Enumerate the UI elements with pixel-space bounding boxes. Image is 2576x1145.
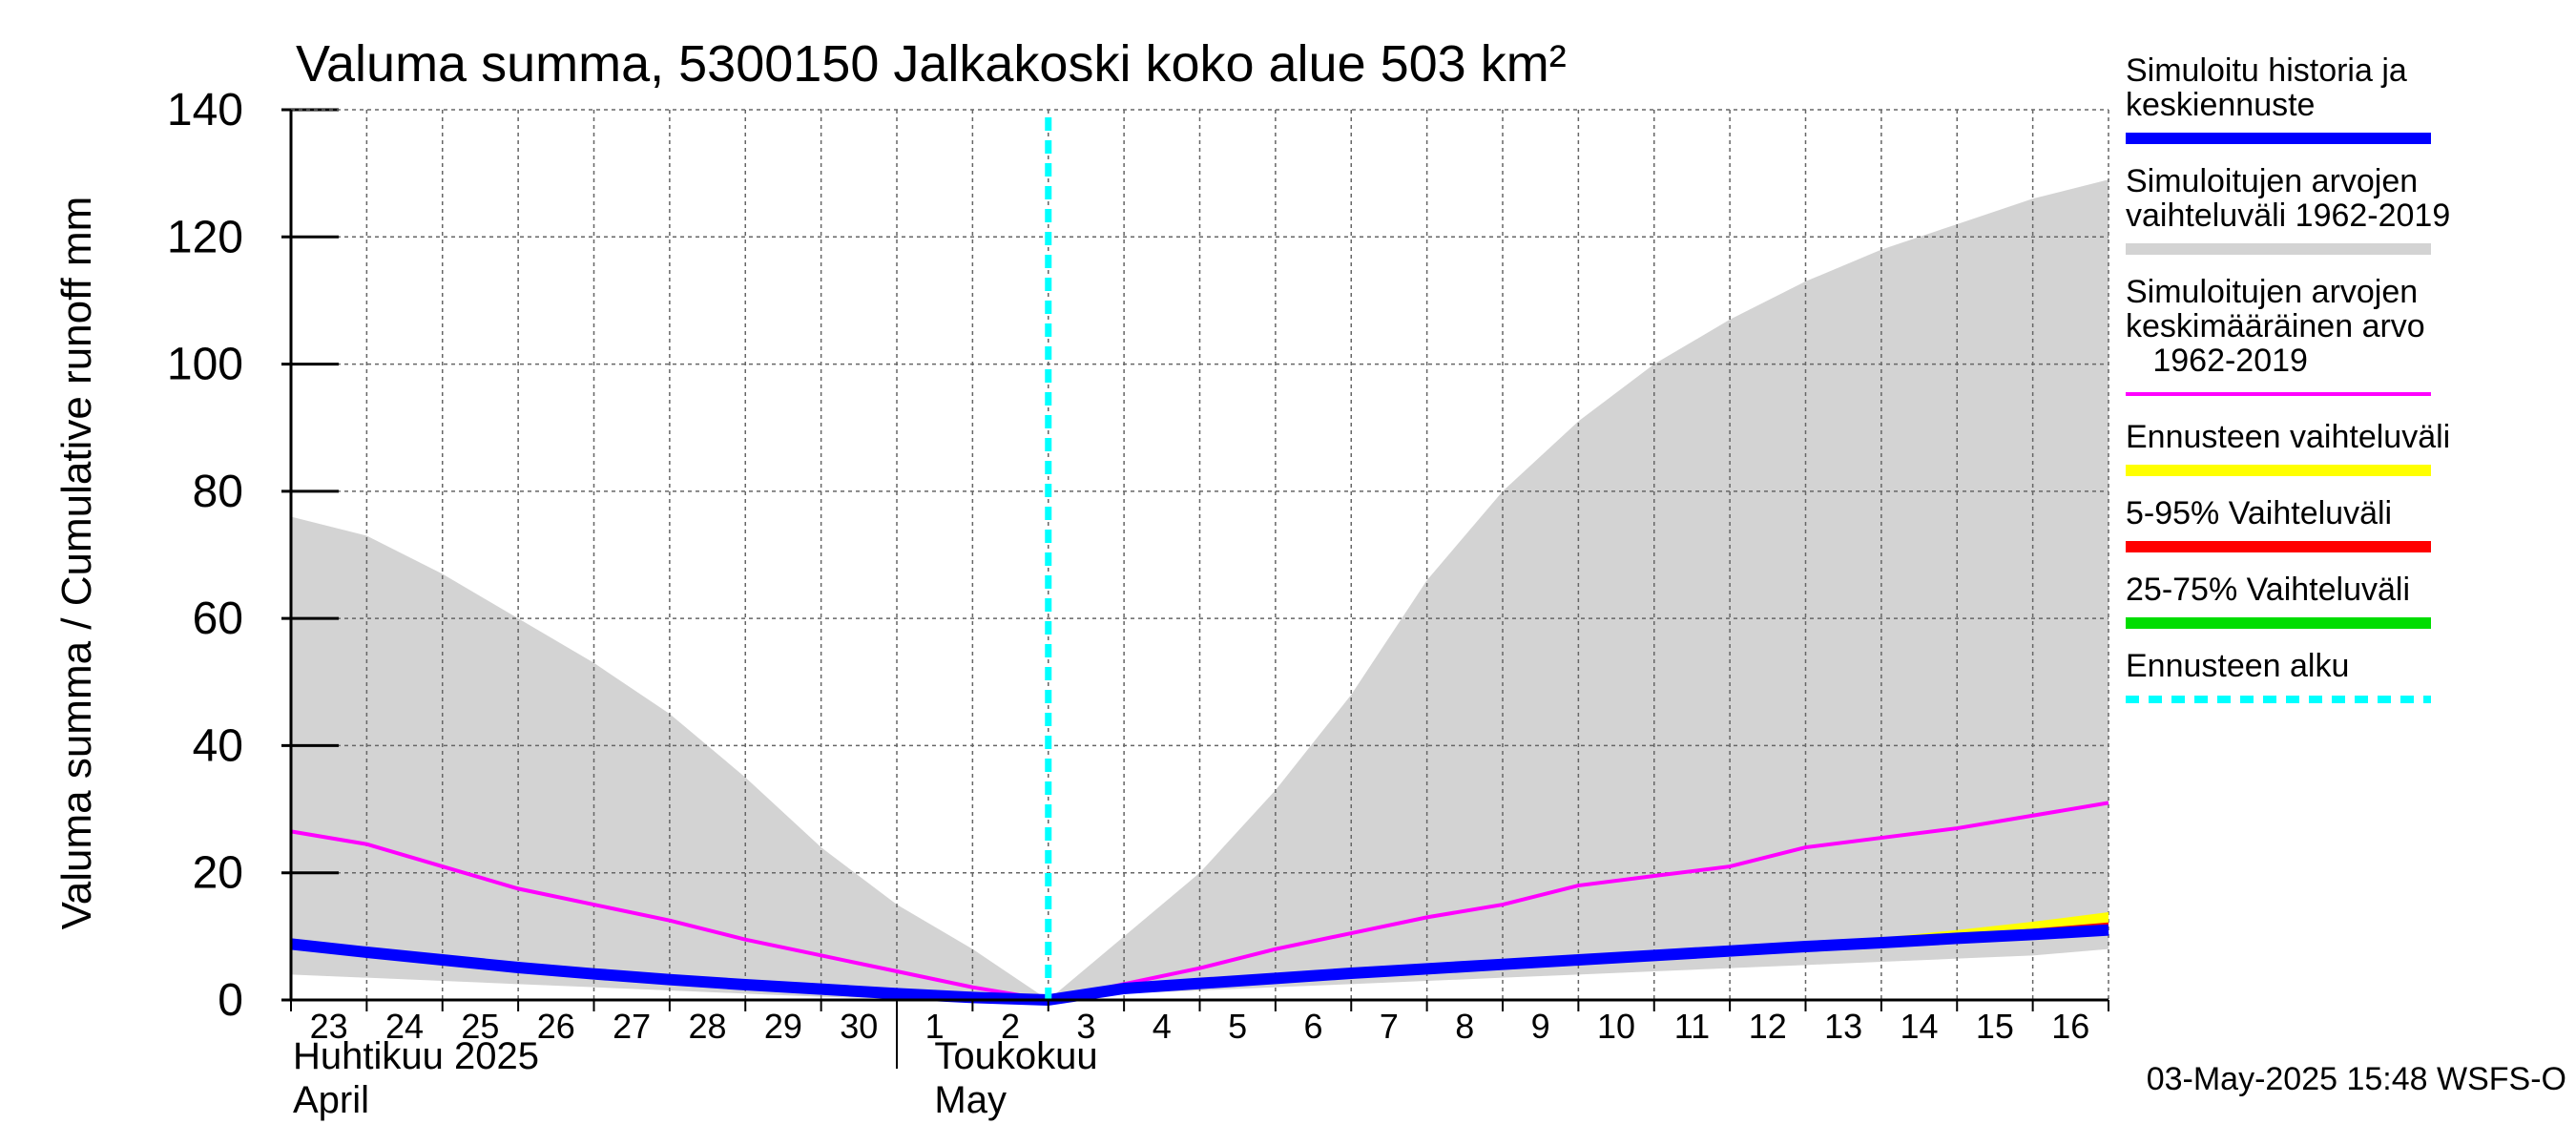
legend-label: Ennusteen alku bbox=[2126, 648, 2349, 684]
y-tick-label: 0 bbox=[218, 975, 243, 1026]
x-tick-label: 24 bbox=[385, 1007, 424, 1046]
x-tick-label: 2 bbox=[1001, 1007, 1020, 1046]
x-tick-label: 15 bbox=[1976, 1007, 2014, 1046]
chart-title: Valuma summa, 5300150 Jalkakoski koko al… bbox=[296, 35, 1567, 93]
legend-label: Simuloitu historia ja bbox=[2126, 52, 2407, 89]
legend-label: 25-75% Vaihteluväli bbox=[2126, 572, 2410, 608]
y-tick-label: 80 bbox=[193, 467, 243, 517]
x-tick-label: 7 bbox=[1380, 1007, 1399, 1046]
y-tick-label: 40 bbox=[193, 720, 243, 771]
legend-label: Simuloitujen arvojen bbox=[2126, 274, 2418, 310]
month-label-may-en: May bbox=[934, 1079, 1007, 1121]
x-tick-label: 28 bbox=[689, 1007, 727, 1046]
x-tick-label: 9 bbox=[1531, 1007, 1550, 1046]
x-tick-label: 5 bbox=[1228, 1007, 1247, 1046]
x-tick-label: 27 bbox=[613, 1007, 651, 1046]
x-tick-label: 25 bbox=[461, 1007, 499, 1046]
legend-label: 5-95% Vaihteluväli bbox=[2126, 495, 2392, 531]
y-tick-label: 140 bbox=[167, 85, 243, 135]
y-tick-label: 60 bbox=[193, 593, 243, 644]
x-tick-label: 29 bbox=[764, 1007, 802, 1046]
mean-line bbox=[290, 801, 2109, 1003]
y-axis-label: Valuma summa / Cumulative runoff mm bbox=[53, 197, 100, 930]
x-tick-label: 14 bbox=[1901, 1007, 1939, 1046]
x-tick-label: 6 bbox=[1304, 1007, 1323, 1046]
legend-label: Ennusteen vaihteluväli bbox=[2126, 419, 2450, 455]
x-tick-label: 13 bbox=[1824, 1007, 1862, 1046]
x-tick-label: 11 bbox=[1674, 1007, 1710, 1046]
x-tick-label: 8 bbox=[1455, 1007, 1474, 1046]
timestamp-footer: 03-May-2025 15:48 WSFS-O bbox=[2147, 1061, 2566, 1097]
x-tick-label: 4 bbox=[1153, 1007, 1172, 1046]
x-tick-label: 16 bbox=[2051, 1007, 2089, 1046]
x-tick-label: 10 bbox=[1597, 1007, 1635, 1046]
y-tick-label: 20 bbox=[193, 848, 243, 899]
x-tick-label: 1 bbox=[925, 1007, 945, 1046]
y-tick-label: 120 bbox=[167, 212, 243, 262]
x-tick-label: 26 bbox=[537, 1007, 575, 1046]
x-tick-label: 3 bbox=[1076, 1007, 1095, 1046]
simulated-line bbox=[290, 924, 2109, 1006]
month-label-may-fi: Toukokuu bbox=[934, 1035, 1097, 1077]
legend-label: keskiennuste bbox=[2126, 87, 2315, 123]
legend-label: vaihteluväli 1962-2019 bbox=[2126, 198, 2450, 234]
y-tick-label: 100 bbox=[167, 340, 243, 390]
month-label-april-en: April bbox=[293, 1079, 369, 1121]
legend-label: 1962-2019 bbox=[2126, 343, 2308, 379]
legend-label: Simuloitujen arvojen bbox=[2126, 163, 2418, 199]
month-label-april-fi: Huhtikuu 2025 bbox=[293, 1035, 539, 1077]
x-tick-label: 12 bbox=[1749, 1007, 1787, 1046]
x-tick-label: 30 bbox=[840, 1007, 878, 1046]
legend-label: keskimääräinen arvo bbox=[2126, 308, 2425, 344]
x-tick-label: 23 bbox=[310, 1007, 348, 1046]
